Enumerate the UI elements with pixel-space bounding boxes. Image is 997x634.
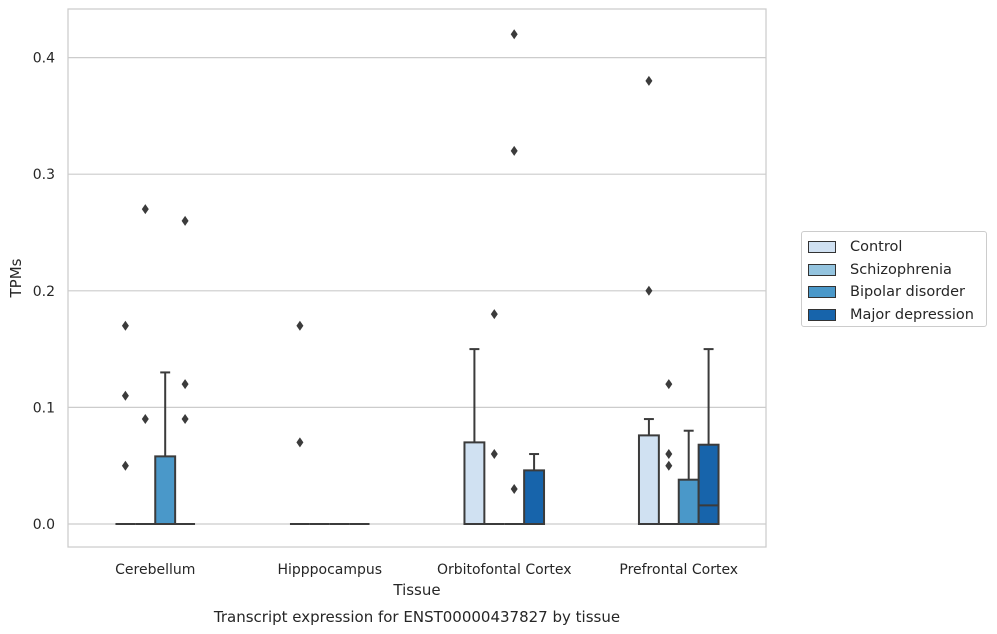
legend-swatch xyxy=(808,286,836,299)
legend-item: Bipolar disorder xyxy=(808,281,986,304)
outlier-point xyxy=(181,215,189,226)
outlier-point xyxy=(141,204,149,215)
outlier-point xyxy=(510,145,518,156)
legend-swatch xyxy=(808,241,836,254)
y-tick-label: 0.3 xyxy=(33,167,55,183)
box-control xyxy=(289,320,310,525)
outlier-point xyxy=(296,320,304,331)
legend-item: Major depression xyxy=(808,304,986,327)
x-tick-labels: Cerebellum Hipppocampus Orbitofontal Corte… xyxy=(115,562,738,578)
outlier-point xyxy=(510,484,518,495)
outlier-point xyxy=(665,449,673,460)
box-major-depression xyxy=(175,215,196,525)
legend-label: Schizophrenia xyxy=(850,261,952,278)
box-bipolar-disorder xyxy=(677,429,700,525)
y-tick-label: 0.1 xyxy=(33,400,55,416)
box xyxy=(523,469,546,526)
box xyxy=(697,443,720,526)
legend-label: Major depression xyxy=(850,306,974,323)
legend-label: Bipolar disorder xyxy=(850,284,965,301)
box-bipolar-disorder xyxy=(504,29,525,525)
outlier-point xyxy=(141,414,149,425)
plot-frame xyxy=(67,8,767,548)
outlier-point xyxy=(645,285,653,296)
outlier-point xyxy=(510,29,518,40)
box xyxy=(637,434,660,525)
box-control xyxy=(637,75,660,525)
box-schizophrenia xyxy=(135,204,156,525)
box xyxy=(677,478,700,525)
box xyxy=(154,455,177,526)
gridlines xyxy=(68,56,766,525)
box-major-depression xyxy=(697,348,720,526)
box-bipolar-disorder xyxy=(154,371,177,526)
outlier-point xyxy=(296,437,304,448)
legend-item: Control xyxy=(808,236,986,259)
x-tick-label: Prefrontal Cortex xyxy=(619,562,738,578)
y-tick-label: 0.0 xyxy=(33,517,55,533)
box-major-depression xyxy=(523,453,546,526)
legend-swatch xyxy=(808,308,836,321)
y-tick-label: 0.4 xyxy=(33,51,55,67)
outlier-point xyxy=(121,320,129,331)
outlier-point xyxy=(665,379,673,390)
box-schizophrenia xyxy=(658,379,679,525)
y-axis-title: TPMs xyxy=(7,258,25,298)
y-tick-label: 0.2 xyxy=(33,284,55,300)
x-tick-label: Cerebellum xyxy=(115,562,195,578)
legend-item: Schizophrenia xyxy=(808,259,986,282)
y-tick-labels: 0.0 0.1 0.2 0.3 0.4 xyxy=(33,51,55,533)
outlier-point xyxy=(181,414,189,425)
chart-title: Transcript expression for ENST0000043782… xyxy=(213,608,620,626)
box-plot-marks xyxy=(115,29,720,526)
legend-label: Control xyxy=(850,239,903,256)
chart-legend: Control Schizophrenia Bipolar disorder Majo… xyxy=(801,231,987,327)
box-control xyxy=(463,348,486,526)
box-control xyxy=(115,320,136,525)
outlier-point xyxy=(181,379,189,390)
outlier-point xyxy=(121,460,129,471)
box xyxy=(463,441,486,526)
x-tick-label: Hipppocampus xyxy=(277,562,382,578)
box-schizophrenia xyxy=(484,309,505,525)
x-tick-label: Orbitofontal Cortex xyxy=(437,562,572,578)
legend-swatch xyxy=(808,263,836,276)
outlier-point xyxy=(665,460,673,471)
outlier-point xyxy=(490,309,498,320)
x-axis-title: Tissue xyxy=(392,581,440,599)
outlier-point xyxy=(490,449,498,460)
outlier-point xyxy=(121,390,129,401)
outlier-point xyxy=(645,75,653,86)
